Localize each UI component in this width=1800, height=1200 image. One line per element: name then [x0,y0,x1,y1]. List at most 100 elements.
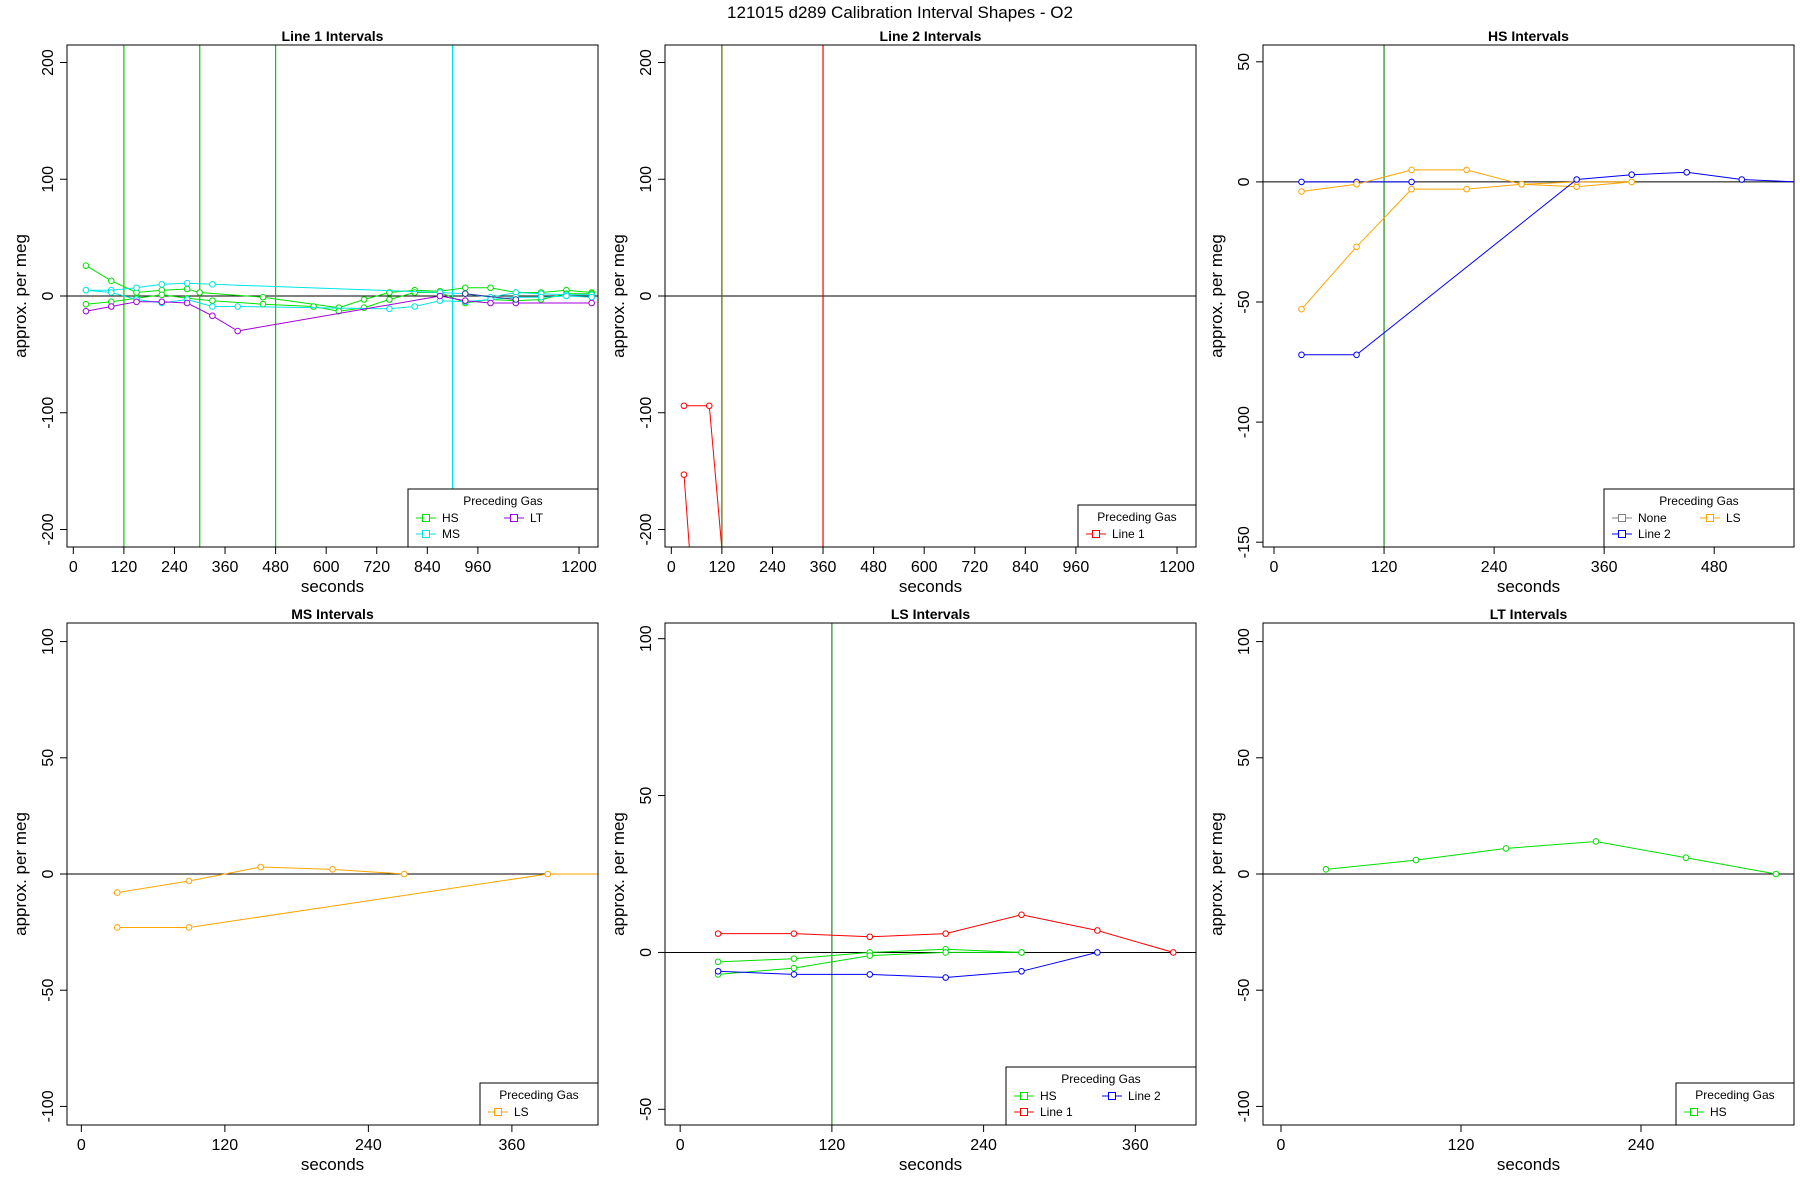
y-axis-label: approx. per meg [1207,812,1226,936]
legend-label: HS [1040,1089,1057,1103]
data-point [82,307,90,315]
x-axis-label: seconds [1497,1155,1560,1174]
data-point [942,974,949,981]
y-tick-label: -100 [40,397,57,429]
legend: Preceding Gas Line 1 [1077,504,1197,548]
legend-marker [422,514,430,522]
data-point [563,292,570,300]
y-tick-label: -200 [40,513,57,545]
data-point [1018,949,1025,956]
x-tick-label: 480 [1701,559,1728,576]
x-tick-label: 120 [1448,1137,1475,1154]
data-point [1463,166,1470,174]
data-point [436,292,444,300]
data-point [107,289,115,296]
x-tick-label: 240 [161,559,188,576]
legend: Preceding Gas None LS Line 2 [1603,488,1795,548]
data-point [113,924,121,931]
x-tick-label: 0 [1270,559,1279,576]
y-axis-label: approx. per meg [11,234,30,358]
data-point [1573,176,1580,183]
legend-marker [1618,530,1626,538]
chart-title: Line 2 Intervals [880,28,982,44]
legend-marker [1020,1092,1028,1100]
plot-area [665,623,1196,1125]
data-point [360,296,368,303]
legend: Preceding Gas HS Line 2 Line 1 [1005,1066,1197,1126]
y-tick-label: 100 [638,166,655,193]
legend: Preceding Gas LS [479,1082,599,1126]
legend-label: Line 1 [1112,527,1145,541]
data-point [185,924,193,931]
x-tick-label: 360 [212,559,239,576]
data-point [113,889,121,896]
figure-title: 121015 d289 Calibration Interval Shapes … [727,3,1073,22]
data-point [1518,181,1525,188]
data-point [942,949,949,956]
x-tick-label: 600 [911,559,938,576]
data-point [196,289,204,296]
y-tick-label: 100 [40,166,57,193]
x-tick-label: 120 [1371,559,1398,576]
legend-box [1005,1066,1197,1126]
legend-marker [1092,530,1100,538]
data-point [310,303,317,310]
chart-title: Line 1 Intervals [282,28,384,44]
x-axis-label: seconds [899,1155,962,1174]
y-tick-label: 100 [40,628,57,655]
legend-box [1675,1082,1795,1126]
data-point [790,930,798,937]
series-line [117,866,405,894]
x-tick-label: 1200 [561,559,597,576]
data-point [461,297,469,304]
y-tick-label: 50 [1236,749,1253,767]
data-point [512,296,520,303]
x-axis-label: seconds [301,1155,364,1174]
x-tick-label: 0 [667,559,676,576]
plot-area [665,45,1196,696]
data-point [1412,856,1420,864]
data-point [1682,854,1690,862]
data-point [259,293,267,301]
plot-area [67,45,598,547]
chart-title: LS Intervals [891,606,971,622]
data-point [1592,838,1600,845]
y-axis-label: approx. per meg [609,812,628,936]
chart-panel: Line 2 Intervals 0 120 240 360 480 600 720 840 96… [609,28,1197,696]
legend-marker [1706,514,1714,522]
y-tick-label: -100 [40,1090,57,1122]
legend-marker [422,530,430,538]
chart-panel: LT Intervals 0 120 240 seconds -100 -50 0 50 100 a… [1207,606,1795,1174]
data-point [183,285,191,293]
data-point [588,299,595,307]
data-point [133,298,140,306]
data-point [537,293,545,301]
x-tick-label: 240 [355,1137,382,1154]
plot-area [1263,45,1794,547]
x-tick-label: 0 [77,1137,86,1154]
plot-area [1263,838,1794,878]
chart-title: MS Intervals [291,606,374,622]
legend-title: Preceding Gas [1061,1072,1140,1086]
data-point [209,312,216,320]
x-tick-label: 240 [970,1137,997,1154]
legend-label: HS [442,511,459,525]
data-point [790,955,798,963]
y-tick-label: 200 [40,49,57,76]
data-point [790,971,798,978]
data-point [158,298,166,306]
data-point [1353,351,1360,359]
data-point [1793,180,1794,184]
y-tick-label: -50 [1236,290,1253,313]
x-tick-label: 360 [499,1137,526,1154]
x-axis-label: seconds [899,577,962,596]
data-point [732,690,738,696]
y-tick-label: -150 [1236,526,1253,558]
legend-title: Preceding Gas [1659,494,1738,508]
data-point [1772,870,1780,878]
data-point [1502,845,1510,852]
x-tick-label: 120 [709,559,736,576]
data-point [705,402,713,410]
data-point [680,402,688,410]
